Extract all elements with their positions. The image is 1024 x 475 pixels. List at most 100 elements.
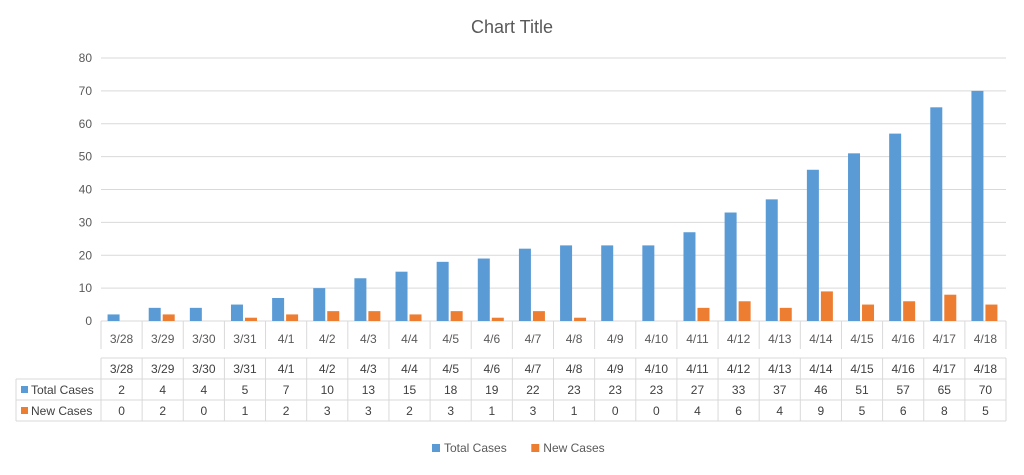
bar-total-cases: [765, 199, 778, 321]
x-tick-label: 3/29: [151, 332, 175, 346]
x-tick-label: 3/28: [110, 332, 134, 346]
table-value-cell: 5: [242, 383, 249, 397]
x-tick-label: 4/14: [809, 332, 833, 346]
x-tick-label: 4/3: [360, 332, 377, 346]
table-header-cell: 4/13: [768, 362, 792, 376]
table-value-cell: 4: [200, 383, 207, 397]
table-value-cell: 57: [896, 383, 910, 397]
bar-new-cases: [532, 311, 545, 321]
bar-new-cases: [327, 311, 340, 321]
y-axis: 0 10 20 30 40 50 60 70 80: [79, 51, 93, 328]
table-value-cell: 15: [403, 383, 417, 397]
x-tick-label: 4/17: [933, 332, 957, 346]
legend-swatch: [432, 444, 440, 452]
table-value-cell: 2: [406, 404, 413, 418]
x-tick-label: 4/11: [686, 332, 709, 346]
x-tick-label: 4/6: [483, 332, 500, 346]
bar-total-cases: [518, 248, 531, 321]
table-series-label: New Cases: [31, 404, 92, 418]
bar-new-cases: [450, 311, 463, 321]
bar-total-cases: [806, 169, 819, 321]
table-value-cell: 51: [855, 383, 869, 397]
bar-total-cases: [272, 297, 285, 321]
table-header-cell: 4/7: [525, 362, 542, 376]
bar-total-cases: [477, 258, 490, 321]
table-value-cell: 8: [941, 404, 948, 418]
bar-new-cases: [162, 314, 175, 321]
table-value-cell: 3: [324, 404, 331, 418]
y-tick-label: 80: [79, 51, 93, 65]
table-header-cell: 4/11: [686, 362, 709, 376]
x-tick-label: 4/13: [768, 332, 792, 346]
table-header-cell: 4/3: [360, 362, 377, 376]
table-header-cell: 4/12: [727, 362, 751, 376]
table-value-cell: 18: [444, 383, 458, 397]
x-tick-label: 4/1: [278, 332, 295, 346]
bar-new-cases: [862, 304, 875, 321]
table-value-cell: 5: [859, 404, 866, 418]
table-value-cell: 2: [118, 383, 125, 397]
table-value-cell: 4: [694, 404, 701, 418]
bar-new-cases: [574, 317, 587, 321]
table-value-cell: 4: [159, 383, 166, 397]
bars: [107, 90, 998, 321]
bar-total-cases: [601, 245, 614, 321]
x-tick-label: 4/2: [319, 332, 336, 346]
table-value-cell: 3: [530, 404, 537, 418]
table-header-cell: 4/17: [933, 362, 957, 376]
x-tick-label: 4/9: [607, 332, 624, 346]
table-value-cell: 3: [365, 404, 372, 418]
table-value-cell: 2: [159, 404, 166, 418]
bar-total-cases: [683, 232, 696, 321]
table-header-cell: 3/31: [233, 362, 257, 376]
bar-total-cases: [848, 153, 861, 321]
table-value-cell: 23: [609, 383, 623, 397]
bar-total-cases: [395, 271, 408, 321]
table-series-label: Total Cases: [31, 383, 94, 397]
bar-total-cases: [148, 307, 161, 321]
bar-total-cases: [436, 261, 449, 321]
y-tick-label: 0: [85, 314, 92, 328]
table-header-cell: 4/16: [891, 362, 915, 376]
bar-new-cases: [779, 307, 792, 321]
x-tick-label: 4/5: [442, 332, 459, 346]
x-tick-label: 3/30: [192, 332, 216, 346]
table-value-cell: 23: [650, 383, 664, 397]
bar-total-cases: [724, 212, 737, 321]
bar-total-cases: [930, 107, 943, 321]
x-tick-label: 4/15: [850, 332, 874, 346]
bar-total-cases: [107, 314, 120, 321]
table-header-cell: 4/1: [278, 362, 295, 376]
table-value-cell: 22: [526, 383, 540, 397]
y-tick-label: 20: [79, 248, 93, 262]
table-value-cell: 27: [691, 383, 705, 397]
data-table: 3/28 3/29 3/30 3/31 4/1 4/2 4/3 4/4 4/5 4/6 4/7 4/8…: [15, 357, 1007, 422]
table-value-cell: 6: [900, 404, 907, 418]
table-header-cell: 4/15: [850, 362, 874, 376]
table-value-cell: 4: [776, 404, 783, 418]
table-header-cell: 4/8: [566, 362, 583, 376]
bar-new-cases: [286, 314, 299, 321]
table-value-cell: 1: [242, 404, 249, 418]
bar-new-cases: [944, 294, 957, 321]
table-series-swatch: [21, 386, 28, 393]
legend-label: Total Cases: [444, 441, 507, 455]
x-tick-label: 4/7: [525, 332, 542, 346]
table-value-cell: 1: [488, 404, 495, 418]
table-header-cell: 4/9: [607, 362, 624, 376]
y-tick-label: 50: [79, 150, 93, 164]
table-value-cell: 33: [732, 383, 746, 397]
table-value-cell: 46: [814, 383, 828, 397]
x-tick-label: 3/31: [233, 332, 257, 346]
table-value-cell: 5: [982, 404, 989, 418]
table-value-cell: 70: [979, 383, 993, 397]
legend: Total Cases New Cases: [432, 441, 605, 455]
bar-total-cases: [313, 288, 326, 321]
bar-total-cases: [971, 90, 984, 321]
table-value-cell: 1: [571, 404, 578, 418]
x-axis: 3/28 3/29 3/30 3/31 4/1 4/2 4/3 4/4 4/5 4/6 4/7 4/8…: [100, 321, 1007, 349]
table-header-cell: 4/14: [809, 362, 833, 376]
table-value-cell: 0: [118, 404, 125, 418]
y-tick-label: 40: [79, 183, 93, 197]
